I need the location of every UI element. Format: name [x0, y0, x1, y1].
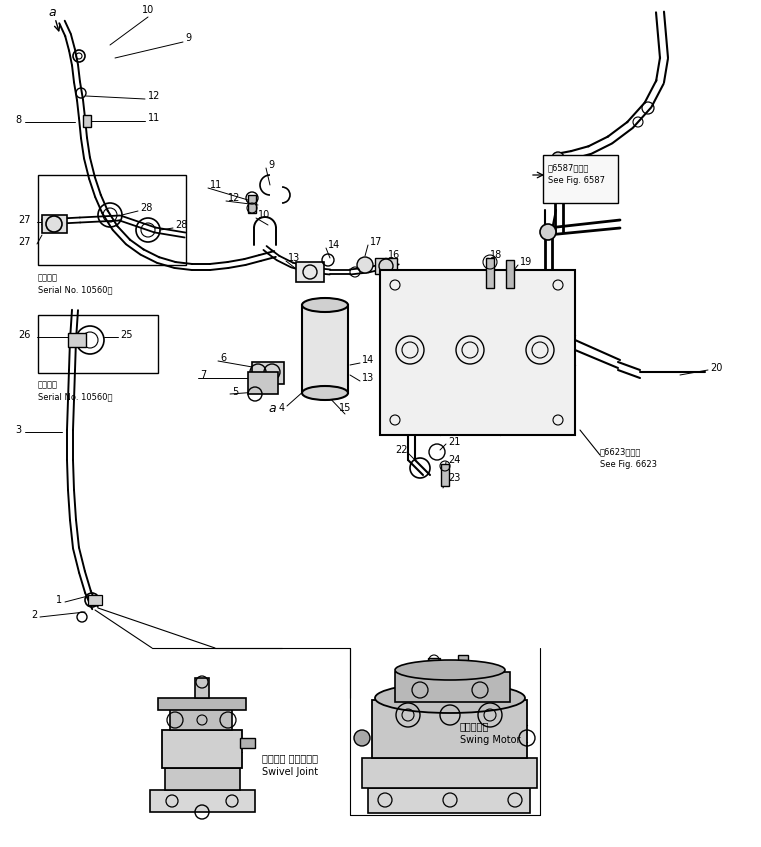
- Text: 24: 24: [448, 455, 460, 465]
- Bar: [68, 333, 86, 347]
- Text: See Fig. 6587: See Fig. 6587: [548, 175, 605, 185]
- Bar: [428, 658, 440, 676]
- Text: 26: 26: [18, 330, 30, 340]
- Text: 7: 7: [200, 370, 206, 380]
- Text: 28: 28: [140, 203, 152, 213]
- Text: 2: 2: [32, 610, 38, 620]
- Text: 5: 5: [232, 387, 238, 397]
- Text: 第6587図参照: 第6587図参照: [548, 163, 589, 173]
- Circle shape: [354, 730, 370, 746]
- Text: 20: 20: [710, 363, 722, 373]
- Bar: [380, 270, 575, 435]
- Bar: [150, 790, 255, 812]
- Text: a: a: [48, 5, 56, 19]
- Bar: [38, 315, 158, 373]
- Text: 9: 9: [185, 33, 191, 43]
- Text: 1: 1: [56, 595, 62, 605]
- Ellipse shape: [395, 660, 505, 680]
- Text: 14: 14: [328, 240, 340, 250]
- Bar: [372, 700, 527, 758]
- Bar: [362, 758, 537, 788]
- Text: a: a: [268, 401, 275, 414]
- Text: 18: 18: [490, 250, 502, 260]
- Text: 旋回モータ: 旋回モータ: [460, 721, 489, 731]
- Text: 22: 22: [396, 445, 408, 455]
- Text: 13: 13: [288, 253, 301, 263]
- Text: 15: 15: [339, 403, 351, 413]
- Bar: [252, 362, 284, 384]
- Bar: [302, 305, 348, 393]
- Text: 3: 3: [15, 425, 21, 435]
- Bar: [162, 730, 242, 768]
- Text: Swivel Joint: Swivel Joint: [262, 767, 318, 777]
- Ellipse shape: [302, 298, 348, 312]
- Bar: [248, 372, 278, 394]
- Text: 10: 10: [258, 210, 270, 220]
- Bar: [486, 258, 494, 288]
- Text: 11: 11: [210, 180, 222, 190]
- Text: 4: 4: [279, 403, 285, 413]
- Bar: [395, 672, 510, 702]
- Text: 適用号機: 適用号機: [38, 274, 58, 283]
- Circle shape: [552, 152, 564, 164]
- Ellipse shape: [375, 683, 525, 713]
- Bar: [158, 698, 246, 710]
- Circle shape: [357, 257, 373, 273]
- Bar: [165, 768, 240, 790]
- Text: 27: 27: [18, 237, 30, 247]
- Text: 9: 9: [268, 160, 274, 170]
- Text: 11: 11: [148, 113, 161, 123]
- Text: Serial No. 10560～: Serial No. 10560～: [38, 285, 113, 295]
- Bar: [296, 262, 324, 282]
- Bar: [375, 258, 397, 274]
- Text: 8: 8: [15, 115, 21, 125]
- Circle shape: [540, 224, 556, 240]
- Text: 28: 28: [175, 220, 187, 230]
- Text: 23: 23: [448, 473, 460, 483]
- Bar: [195, 678, 209, 698]
- Bar: [543, 155, 618, 203]
- Text: 12: 12: [148, 91, 161, 101]
- Bar: [248, 195, 256, 213]
- Bar: [368, 788, 530, 813]
- Bar: [83, 115, 91, 127]
- Text: 10: 10: [142, 5, 154, 15]
- Text: 17: 17: [370, 237, 382, 247]
- Text: 21: 21: [448, 437, 460, 447]
- Text: 14: 14: [362, 355, 374, 365]
- Bar: [170, 705, 232, 730]
- Text: 12: 12: [228, 193, 240, 203]
- Text: 適用号機: 適用号機: [38, 380, 58, 390]
- Text: 第6623図参照: 第6623図参照: [600, 447, 642, 457]
- Bar: [506, 260, 514, 288]
- Bar: [88, 595, 102, 605]
- Text: 6: 6: [220, 353, 226, 363]
- Text: 13: 13: [362, 373, 374, 383]
- Bar: [240, 738, 255, 748]
- Bar: [458, 655, 468, 671]
- Bar: [38, 175, 186, 265]
- Bar: [441, 464, 449, 486]
- Text: Swing Motor: Swing Motor: [460, 735, 521, 745]
- Ellipse shape: [302, 386, 348, 400]
- Text: See Fig. 6623: See Fig. 6623: [600, 460, 657, 468]
- Text: スイベル ジョイント: スイベル ジョイント: [262, 753, 318, 763]
- Bar: [42, 215, 67, 233]
- Text: 16: 16: [388, 250, 400, 260]
- Text: 25: 25: [120, 330, 132, 340]
- Text: Serial No. 10560～: Serial No. 10560～: [38, 392, 113, 401]
- Text: 19: 19: [520, 257, 532, 267]
- Text: 27: 27: [18, 215, 30, 225]
